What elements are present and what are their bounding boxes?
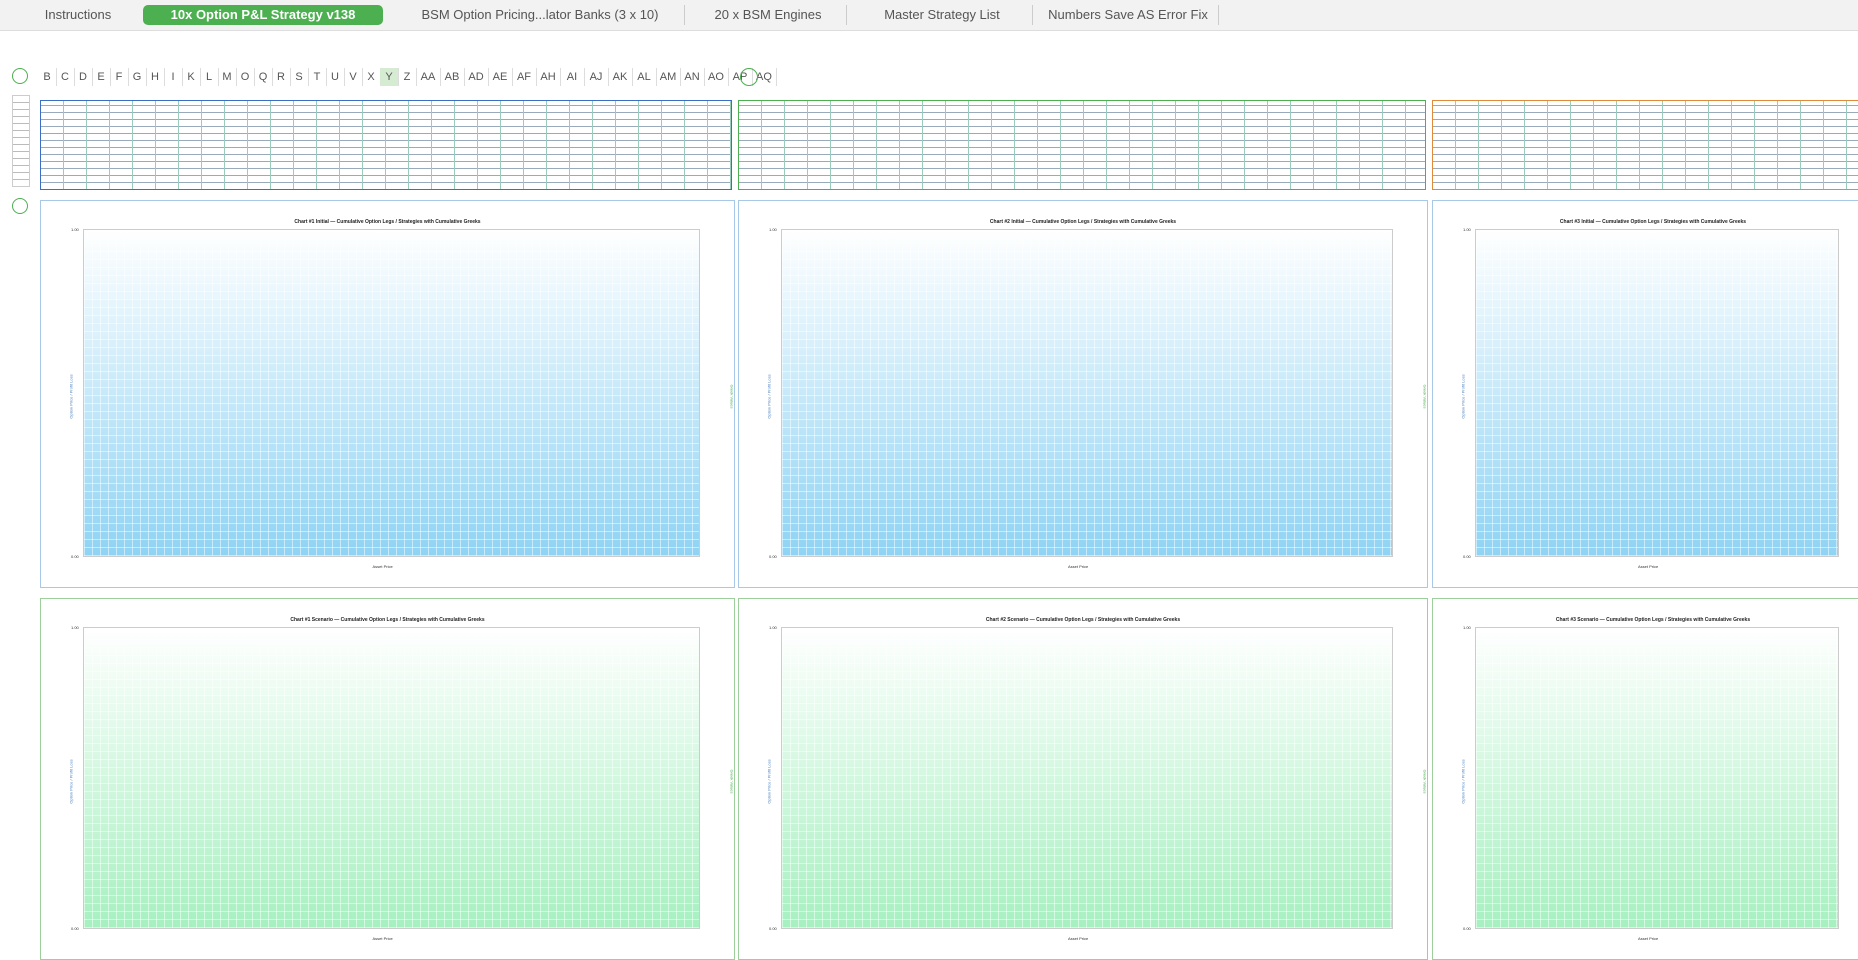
column-letter[interactable]: C <box>56 68 75 86</box>
column-letter[interactable]: Q <box>254 68 273 86</box>
tab[interactable]: BSM Option Pricing...lator Banks (3 x 10… <box>396 5 685 25</box>
column-letter[interactable]: I <box>164 68 183 86</box>
plot-area <box>781 229 1393 557</box>
column-letter[interactable]: U <box>326 68 345 86</box>
plot-area <box>1475 229 1839 557</box>
chart-title: Chart #2 Initial — Cumulative Option Leg… <box>989 219 1177 225</box>
strategy-table <box>738 100 1426 190</box>
column-letter[interactable]: M <box>218 68 237 86</box>
column-letter[interactable]: AH <box>536 68 561 86</box>
y-top-label: 1.00 <box>71 227 79 232</box>
y-top-label: 1.00 <box>769 227 777 232</box>
y-top-label: 1.00 <box>1463 227 1471 232</box>
y-bottom-label: 0.00 <box>1463 554 1471 559</box>
y-bottom-label: 0.00 <box>769 554 777 559</box>
column-letter[interactable]: AE <box>488 68 513 86</box>
column-letter[interactable]: T <box>308 68 327 86</box>
plot-area <box>1475 627 1839 929</box>
y-top-label: 1.00 <box>71 625 79 630</box>
column-letter[interactable]: AJ <box>584 68 609 86</box>
y2-axis-label: Greek Values <box>729 769 735 794</box>
plot-area <box>83 229 700 557</box>
y-top-label: 1.00 <box>769 625 777 630</box>
x-axis-label: Asset Price <box>1638 936 1659 941</box>
x-axis-label: Asset Price <box>372 936 393 941</box>
column-letter[interactable]: AB <box>440 68 465 86</box>
chart-panel: Chart #3 Scenario — Cumulative Option Le… <box>1432 598 1858 960</box>
column-letter[interactable]: D <box>74 68 93 86</box>
y-top-label: 1.00 <box>1463 625 1471 630</box>
column-letter[interactable]: AD <box>464 68 489 86</box>
chart-title: Chart #2 Scenario — Cumulative Option Le… <box>985 617 1181 623</box>
column-letter[interactable]: S <box>290 68 309 86</box>
chart-panel: Chart #1 Initial — Cumulative Option Leg… <box>40 200 735 588</box>
chart-title: Chart #1 Initial — Cumulative Option Leg… <box>294 219 481 225</box>
row-thumbnails <box>12 95 30 187</box>
y-axis-label: Option Price / Profit Loss <box>1460 759 1466 804</box>
column-letter[interactable]: AI <box>560 68 585 86</box>
strategy-table <box>40 100 732 190</box>
plot-area <box>83 627 700 929</box>
column-letter[interactable]: AL <box>632 68 657 86</box>
x-axis-label: Asset Price <box>1638 564 1659 569</box>
tab[interactable]: 10x Option P&L Strategy v138 <box>143 5 383 25</box>
y-axis-label: Option Price / Profit Loss <box>1460 374 1466 419</box>
y-bottom-label: 0.00 <box>1463 926 1471 931</box>
y-axis-label: Option Price / Profit Loss <box>68 374 74 419</box>
column-letter[interactable]: AN <box>680 68 705 86</box>
column-letter[interactable]: Z <box>398 68 417 86</box>
column-letter[interactable]: L <box>200 68 219 86</box>
column-letter[interactable]: G <box>128 68 147 86</box>
y2-axis-label: Greek Values <box>1422 769 1428 794</box>
y-axis-label: Option Price / Profit Loss <box>766 374 772 419</box>
y-bottom-label: 0.00 <box>71 926 79 931</box>
column-letter[interactable]: O <box>236 68 255 86</box>
portfolio-table <box>1432 100 1858 190</box>
column-letter[interactable]: R <box>272 68 291 86</box>
chart-title: Chart #1 Scenario — Cumulative Option Le… <box>290 617 485 623</box>
column-letter[interactable]: H <box>146 68 165 86</box>
tab-bar: Instructions 10x Option P&L Strategy v138… <box>0 0 1858 31</box>
column-letter[interactable]: K <box>182 68 201 86</box>
column-letter[interactable]: V <box>344 68 363 86</box>
row-button[interactable] <box>12 198 28 214</box>
y2-axis-label: Greek Values <box>1422 384 1428 409</box>
tab[interactable]: Master Strategy List <box>852 5 1033 25</box>
plot-area <box>781 627 1393 929</box>
x-axis-label: Asset Price <box>1068 564 1089 569</box>
chart-panel: Chart #1 Scenario — Cumulative Option Le… <box>40 598 735 960</box>
column-letter[interactable]: AO <box>704 68 729 86</box>
column-letter[interactable]: F <box>110 68 129 86</box>
add-column[interactable] <box>740 68 758 86</box>
corner-button[interactable] <box>12 68 28 84</box>
y-axis-label: Option Price / Profit Loss <box>68 759 74 804</box>
column-letter[interactable]: Y <box>380 68 399 86</box>
y-bottom-label: 0.00 <box>71 554 79 559</box>
chart-panel: Chart #2 Initial — Cumulative Option Leg… <box>738 200 1428 588</box>
y-axis-label: Option Price / Profit Loss <box>766 759 772 804</box>
tab[interactable]: Instructions <box>8 5 149 25</box>
y2-axis-label: Greek Values <box>729 384 735 409</box>
chart-panel: Chart #3 Initial — Cumulative Option Leg… <box>1432 200 1858 588</box>
tab[interactable]: 20 x BSM Engines <box>690 5 847 25</box>
column-letter[interactable]: AK <box>608 68 633 86</box>
chart-title: Chart #3 Initial — Cumulative Option Leg… <box>1559 219 1747 225</box>
column-letter[interactable]: AA <box>416 68 441 86</box>
column-letter[interactable]: B <box>38 68 57 86</box>
chart-title: Chart #3 Scenario — Cumulative Option Le… <box>1555 617 1751 623</box>
column-letter[interactable]: E <box>92 68 111 86</box>
x-axis-label: Asset Price <box>372 564 393 569</box>
column-letter[interactable]: AF <box>512 68 537 86</box>
column-letter[interactable]: AM <box>656 68 681 86</box>
chart-panel: Chart #2 Scenario — Cumulative Option Le… <box>738 598 1428 960</box>
x-axis-label: Asset Price <box>1068 936 1089 941</box>
column-letter[interactable]: AQ <box>752 68 777 86</box>
y-bottom-label: 0.00 <box>769 926 777 931</box>
column-letter[interactable]: X <box>362 68 381 86</box>
tab[interactable]: Numbers Save AS Error Fix <box>1038 5 1219 25</box>
